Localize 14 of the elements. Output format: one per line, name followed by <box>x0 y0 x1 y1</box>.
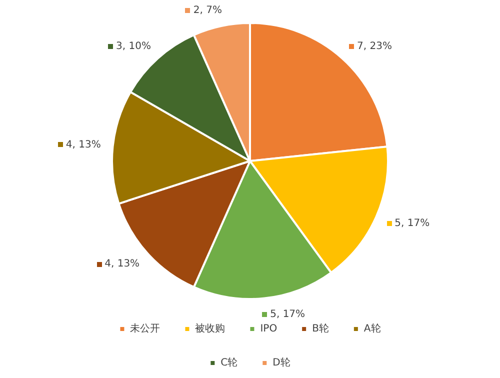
data-label: 4, 13% <box>66 139 101 150</box>
legend-label: 未公开 <box>130 322 160 335</box>
legend-label: C轮 <box>220 356 238 369</box>
data-label: 2, 7% <box>193 4 222 16</box>
legend-label: IPO <box>260 324 278 335</box>
data-label: 5, 17% <box>270 308 306 320</box>
data-label: 3, 10% <box>116 41 151 52</box>
legend-label: D轮 <box>272 356 290 369</box>
legend-label: B轮 <box>312 322 329 335</box>
data-label: 5, 17% <box>394 218 430 230</box>
data-label: 4, 13% <box>104 258 140 270</box>
data-label: 7, 23% <box>357 41 392 52</box>
legend-label: A轮 <box>364 322 381 335</box>
legend-label: 被收购 <box>195 322 226 335</box>
